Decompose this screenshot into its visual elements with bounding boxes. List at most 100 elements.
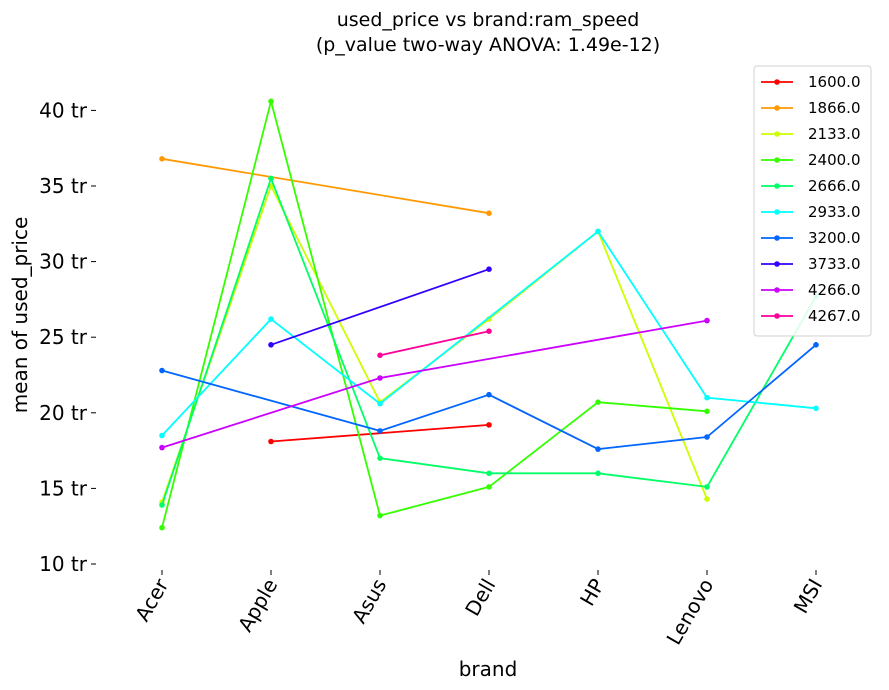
series-2400.0 xyxy=(159,98,710,531)
y-tick-label: 10 tr xyxy=(39,552,88,576)
y-axis-label: mean of used_price xyxy=(8,217,32,414)
legend-swatch-marker xyxy=(774,209,780,215)
series-2666.0 xyxy=(159,175,819,508)
series-3200.0 xyxy=(159,342,819,452)
data-point xyxy=(268,342,274,348)
legend-item: 3733.0 xyxy=(761,255,861,273)
data-point xyxy=(486,210,492,216)
series-2933.0 xyxy=(159,228,819,439)
x-tick-label: Dell xyxy=(460,575,500,621)
x-axis: Acer Apple Asus Dell HP Lenovo MSI xyxy=(130,570,827,649)
legend-swatch-marker xyxy=(774,287,780,293)
data-point xyxy=(159,524,165,531)
x-tick-label: MSI xyxy=(789,575,828,618)
data-point xyxy=(813,342,819,348)
legend-item: 1866.0 xyxy=(761,99,861,117)
legend-item: 2133.0 xyxy=(761,125,861,143)
legend-swatch-marker xyxy=(774,183,780,189)
data-point xyxy=(595,399,601,406)
legend-swatch-marker xyxy=(774,313,780,319)
y-tick-label: 35 tr xyxy=(39,174,88,198)
series-4266.0 xyxy=(159,317,710,451)
legend-swatch-marker xyxy=(774,79,780,85)
legend-swatch-marker xyxy=(774,235,780,241)
x-tick-label: Acer xyxy=(130,574,174,626)
legend-label: 2133.0 xyxy=(808,125,861,143)
y-tick-label: 40 tr xyxy=(39,98,88,122)
data-point xyxy=(159,502,165,508)
legend: 1600.0 1866.0 2133.0 2400.0 2666.0 2933.0 3200… xyxy=(753,65,872,337)
x-axis-label: brand xyxy=(459,657,518,681)
x-tick-label: Asus xyxy=(347,575,391,628)
data-point xyxy=(486,328,492,335)
y-tick-label: 20 tr xyxy=(39,401,88,425)
y-tick-label: 30 tr xyxy=(39,250,88,274)
data-point xyxy=(377,375,383,381)
legend-item: 3200.0 xyxy=(761,229,861,247)
legend-swatch-marker xyxy=(774,261,780,267)
data-point xyxy=(159,444,165,451)
series-layer xyxy=(159,98,819,531)
data-point xyxy=(377,400,383,407)
data-point xyxy=(486,266,492,273)
data-point xyxy=(704,484,710,490)
data-point xyxy=(159,432,165,439)
series-line xyxy=(161,177,817,506)
data-point xyxy=(595,470,601,477)
data-point xyxy=(159,156,165,162)
legend-label: 2400.0 xyxy=(808,151,861,169)
data-point xyxy=(704,394,710,401)
legend-label: 1866.0 xyxy=(808,99,861,117)
data-point xyxy=(159,367,165,374)
x-tick-label: Lenovo xyxy=(661,575,718,649)
legend-item: 4266.0 xyxy=(761,281,861,299)
series-line xyxy=(161,157,490,215)
series-line xyxy=(270,268,490,346)
y-tick-label: 25 tr xyxy=(39,325,88,349)
legend-label: 4266.0 xyxy=(808,281,861,299)
data-point xyxy=(377,455,383,462)
legend-item: 1600.0 xyxy=(761,73,861,91)
data-point xyxy=(595,446,601,452)
legend-label: 1600.0 xyxy=(808,73,861,91)
series-1866.0 xyxy=(159,156,492,216)
x-tick-label: HP xyxy=(575,575,609,610)
data-point xyxy=(704,496,710,502)
legend-item: 4267.0 xyxy=(761,307,861,325)
legend-label: 2666.0 xyxy=(808,177,861,195)
data-point xyxy=(486,484,492,490)
data-point xyxy=(704,317,710,324)
data-point xyxy=(486,470,492,477)
data-point xyxy=(377,352,383,359)
legend-item: 2400.0 xyxy=(761,151,861,169)
x-tick-label: Apple xyxy=(233,575,282,636)
data-point xyxy=(377,512,383,519)
data-point xyxy=(813,405,819,412)
data-point xyxy=(595,228,601,235)
chart-subtitle: (p_value two-way ANOVA: 1.49e-12) xyxy=(316,34,660,56)
series-line xyxy=(161,230,817,437)
data-point xyxy=(486,391,492,398)
legend-label: 3733.0 xyxy=(808,255,861,273)
y-axis: 10 tr 15 tr 20 tr 25 tr 30 tr 35 tr 40 tr xyxy=(39,98,96,576)
series-line xyxy=(161,344,817,451)
series-4267.0 xyxy=(377,328,492,359)
series-3733.0 xyxy=(268,266,492,348)
data-point xyxy=(486,422,492,428)
data-point xyxy=(377,428,383,434)
legend-item: 2666.0 xyxy=(761,177,861,195)
data-point xyxy=(268,98,274,105)
legend-item: 2933.0 xyxy=(761,203,861,221)
legend-swatch-marker xyxy=(774,157,780,163)
series-line xyxy=(379,330,490,357)
legend-label: 4267.0 xyxy=(808,307,861,325)
data-point xyxy=(704,408,710,415)
legend-swatch-marker xyxy=(774,105,780,111)
y-tick-label: 15 tr xyxy=(39,476,88,500)
data-point xyxy=(268,316,274,322)
legend-label: 2933.0 xyxy=(808,203,861,221)
data-point xyxy=(268,175,274,182)
data-point xyxy=(704,434,710,440)
legend-swatch-marker xyxy=(774,131,780,137)
